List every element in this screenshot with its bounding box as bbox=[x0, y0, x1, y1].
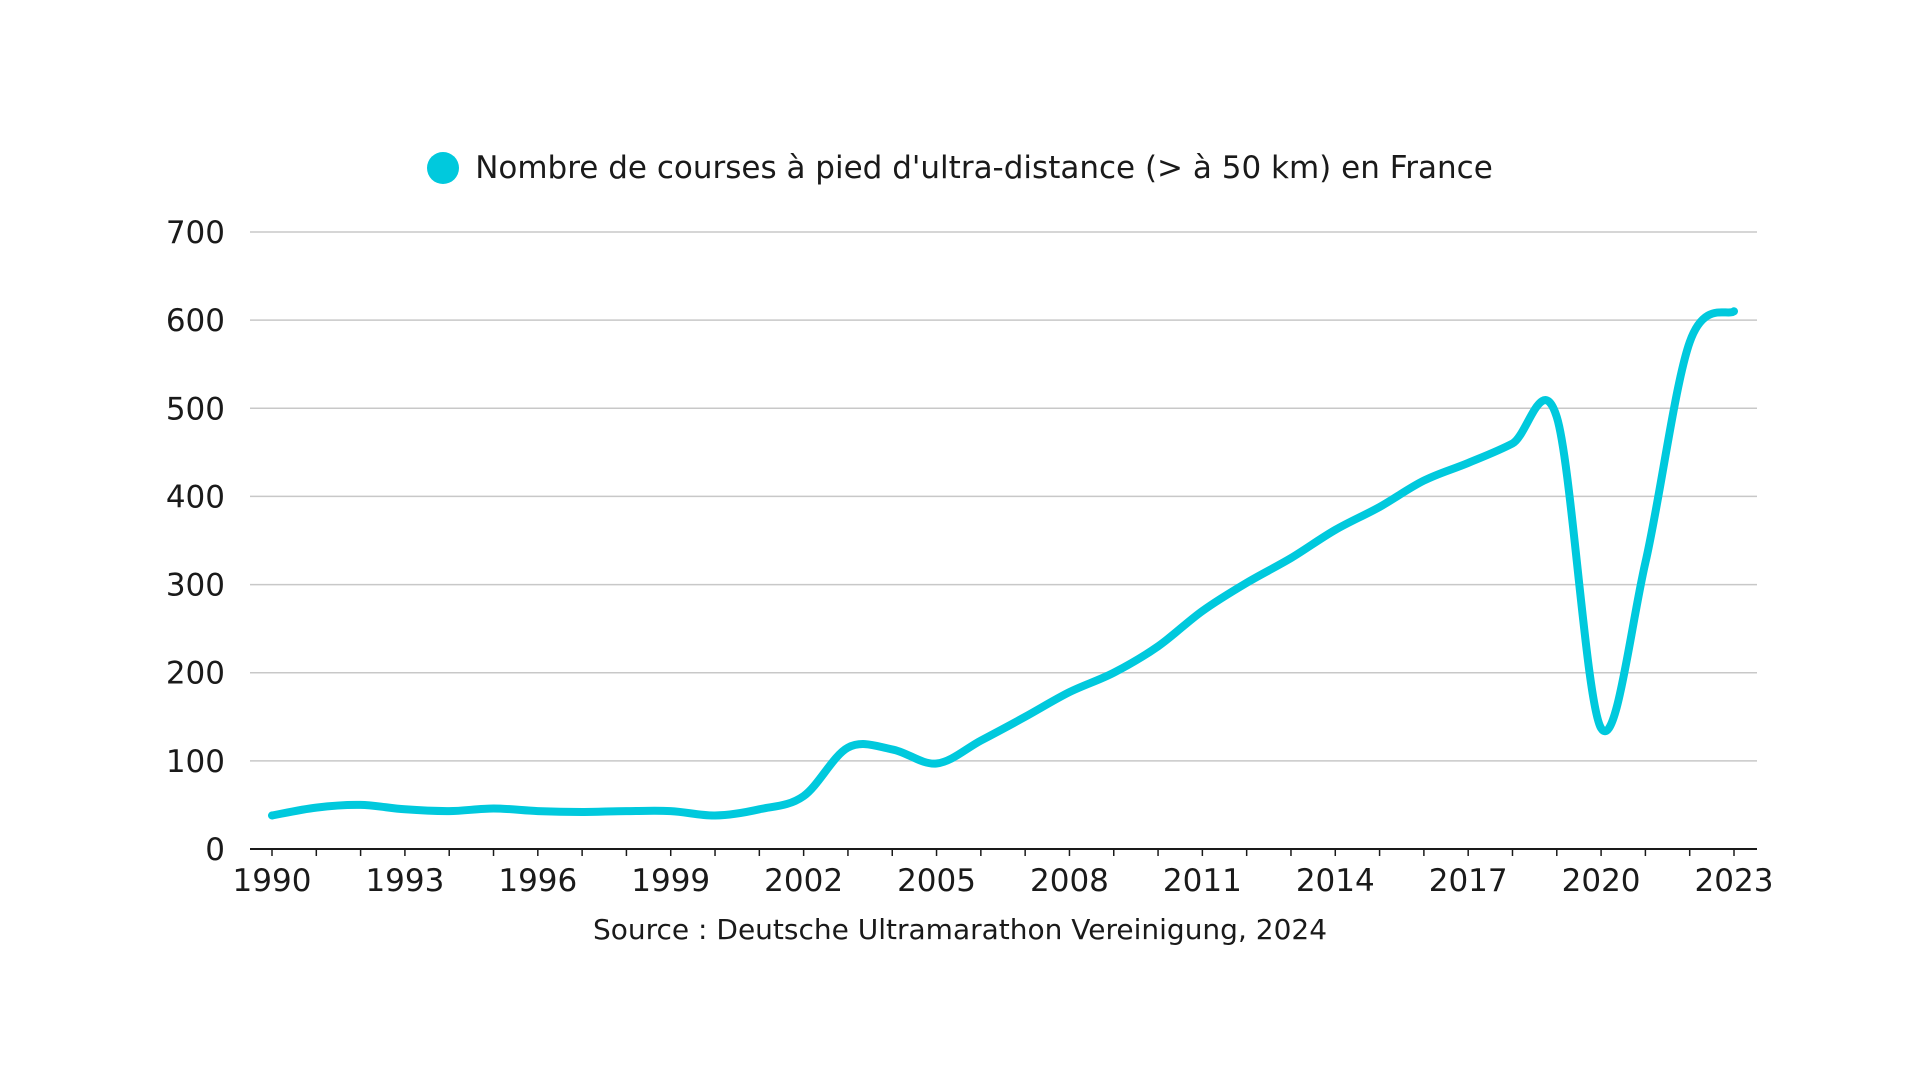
legend-marker-icon bbox=[427, 152, 460, 184]
data-point bbox=[534, 808, 541, 815]
data-point bbox=[1686, 339, 1693, 346]
x-tick-label: 2008 bbox=[1030, 863, 1109, 899]
data-point bbox=[844, 744, 851, 751]
data-point bbox=[1155, 643, 1162, 650]
data-point bbox=[1066, 689, 1073, 696]
data-point bbox=[1110, 669, 1117, 676]
data-point bbox=[1287, 555, 1294, 562]
axes: 0 100 200 300 400 500 600 700 1990 1993 1996 1999 20… bbox=[166, 215, 1774, 899]
legend-label: Nombre de courses à pied d'ultra-distanc… bbox=[475, 150, 1493, 186]
x-tick-label: 1993 bbox=[365, 863, 444, 899]
data-point bbox=[1509, 440, 1516, 447]
x-tick-label: 2005 bbox=[897, 863, 976, 899]
x-tick-label: 2002 bbox=[764, 863, 843, 899]
legend: Nombre de courses à pied d'ultra-distanc… bbox=[0, 150, 1920, 186]
y-tick-label: 400 bbox=[166, 479, 225, 515]
data-point bbox=[667, 808, 674, 815]
data-point bbox=[1731, 308, 1737, 315]
data-point bbox=[1465, 459, 1472, 466]
x-tick-label: 2017 bbox=[1429, 863, 1508, 899]
source-note: Source : Deutsche Ultramarathon Vereinig… bbox=[592, 913, 1328, 946]
data-point bbox=[1420, 477, 1427, 484]
data-point bbox=[357, 801, 364, 808]
data-point bbox=[401, 806, 408, 813]
data-point bbox=[1022, 713, 1029, 720]
data-point bbox=[1376, 504, 1383, 511]
data-point bbox=[490, 805, 497, 812]
data-point bbox=[1642, 559, 1649, 566]
data-point bbox=[800, 793, 807, 800]
data-point bbox=[756, 806, 763, 813]
data-point bbox=[269, 812, 275, 819]
series-line bbox=[268, 307, 1738, 820]
data-point bbox=[623, 808, 630, 815]
y-tick-label: 100 bbox=[166, 744, 225, 780]
x-tick-label: 2014 bbox=[1296, 863, 1375, 899]
x-tick-label: 2023 bbox=[1695, 863, 1774, 899]
data-point bbox=[446, 808, 453, 815]
data-point bbox=[889, 746, 896, 753]
y-tick-label: 500 bbox=[166, 391, 225, 427]
data-point bbox=[712, 812, 719, 819]
series-layer bbox=[268, 307, 1738, 820]
x-tick-label: 2020 bbox=[1562, 863, 1641, 899]
y-tick-label: 200 bbox=[166, 656, 225, 692]
x-tick-label: 2011 bbox=[1163, 863, 1242, 899]
x-tick-label: 1996 bbox=[498, 863, 577, 899]
data-point bbox=[313, 804, 320, 811]
y-tick-label: 700 bbox=[166, 215, 225, 251]
data-point bbox=[1199, 608, 1206, 615]
data-point bbox=[1553, 414, 1560, 421]
data-point bbox=[579, 808, 586, 815]
y-tick-label: 300 bbox=[166, 568, 225, 604]
data-point bbox=[1332, 526, 1339, 533]
y-tick-label: 600 bbox=[166, 303, 225, 339]
x-tick-label: 1999 bbox=[631, 863, 710, 899]
data-point bbox=[1243, 579, 1250, 586]
y-tick-label: 0 bbox=[205, 832, 225, 868]
x-tick-label: 1990 bbox=[233, 863, 312, 899]
data-point bbox=[977, 737, 984, 744]
gridlines bbox=[250, 231, 1757, 762]
data-point bbox=[1598, 725, 1605, 732]
data-point bbox=[933, 760, 940, 767]
